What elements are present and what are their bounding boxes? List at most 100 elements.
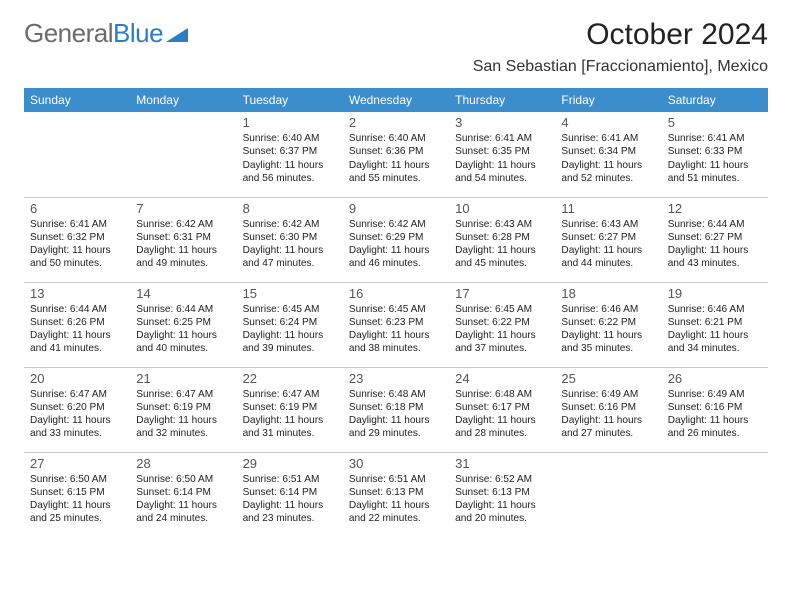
brand-triangle-icon [166,18,188,49]
calendar-cell: 6 Sunrise: 6:41 AMSunset: 6:32 PMDaylight… [24,197,130,282]
calendar-row: 27Sunrise: 6:50 AMSunset: 6:15 PMDayligh… [24,452,768,537]
day-number: 9 [349,201,443,216]
calendar-cell: 23 Sunrise: 6:48 AMSunset: 6:18 PMDayligh… [343,367,449,452]
calendar-cell: 27Sunrise: 6:50 AMSunset: 6:15 PMDayligh… [24,452,130,537]
day-number: 12 [668,201,762,216]
day-number: 31 [455,456,549,471]
day-info: Sunrise: 6:43 AMSunset: 6:28 PMDaylight:… [455,218,549,271]
day-number: 18 [561,286,655,301]
day-info: Sunrise: 6:42 AMSunset: 6:31 PMDaylight:… [136,218,230,271]
day-info: Sunrise: 6:47 AMSunset: 6:19 PMDaylight:… [136,388,230,441]
weekday-header: Thursday [449,88,555,112]
day-info: Sunrise: 6:45 AMSunset: 6:22 PMDaylight:… [455,303,549,356]
calendar-cell: 19 Sunrise: 6:46 AMSunset: 6:21 PMDayligh… [662,282,768,367]
calendar-cell: 15Sunrise: 6:45 AMSunset: 6:24 PMDayligh… [237,282,343,367]
calendar-cell [24,112,130,197]
calendar-cell: 7 Sunrise: 6:42 AMSunset: 6:31 PMDaylight… [130,197,236,282]
day-number: 5 [668,115,762,130]
day-number: 7 [136,201,230,216]
day-number: 10 [455,201,549,216]
day-number: 26 [668,371,762,386]
calendar-row: 20 Sunrise: 6:47 AMSunset: 6:20 PMDayligh… [24,367,768,452]
day-number: 30 [349,456,443,471]
day-number: 19 [668,286,762,301]
calendar-cell: 8 Sunrise: 6:42 AMSunset: 6:30 PMDaylight… [237,197,343,282]
calendar-cell: 14Sunrise: 6:44 AMSunset: 6:25 PMDayligh… [130,282,236,367]
calendar-row: 1 Sunrise: 6:40 AMSunset: 6:37 PMDaylight… [24,112,768,197]
brand-logo: GeneralBlue [24,18,188,49]
day-number: 23 [349,371,443,386]
day-number: 25 [561,371,655,386]
day-info: Sunrise: 6:40 AMSunset: 6:36 PMDaylight:… [349,132,443,185]
calendar-cell: 16Sunrise: 6:45 AMSunset: 6:23 PMDayligh… [343,282,449,367]
title-block: October 2024 San Sebastian [Fraccionamie… [473,18,768,76]
day-number: 13 [30,286,124,301]
weekday-header: Monday [130,88,236,112]
calendar-row: 6 Sunrise: 6:41 AMSunset: 6:32 PMDaylight… [24,197,768,282]
day-number: 24 [455,371,549,386]
day-number: 17 [455,286,549,301]
calendar-cell: 29 Sunrise: 6:51 AMSunset: 6:14 PMDayligh… [237,452,343,537]
day-info: Sunrise: 6:40 AMSunset: 6:37 PMDaylight:… [243,132,337,185]
day-info: Sunrise: 6:41 AMSunset: 6:35 PMDaylight:… [455,132,549,185]
calendar-cell: 2 Sunrise: 6:40 AMSunset: 6:36 PMDaylight… [343,112,449,197]
location-text: San Sebastian [Fraccionamiento], Mexico [473,58,768,76]
day-info: Sunrise: 6:49 AMSunset: 6:16 PMDaylight:… [668,388,762,441]
day-info: Sunrise: 6:45 AMSunset: 6:24 PMDaylight:… [243,303,337,356]
calendar-cell: 28 Sunrise: 6:50 AMSunset: 6:14 PMDayligh… [130,452,236,537]
day-number: 2 [349,115,443,130]
day-number: 22 [243,371,337,386]
day-info: Sunrise: 6:41 AMSunset: 6:34 PMDaylight:… [561,132,655,185]
calendar-table: SundayMondayTuesdayWednesdayThursdayFrid… [24,88,768,537]
weekday-header: Friday [555,88,661,112]
day-info: Sunrise: 6:51 AMSunset: 6:13 PMDaylight:… [349,473,443,526]
day-number: 21 [136,371,230,386]
day-number: 6 [30,201,124,216]
calendar-cell: 10 Sunrise: 6:43 AMSunset: 6:28 PMDayligh… [449,197,555,282]
weekday-header: Wednesday [343,88,449,112]
day-info: Sunrise: 6:42 AMSunset: 6:30 PMDaylight:… [243,218,337,271]
calendar-cell: 5 Sunrise: 6:41 AMSunset: 6:33 PMDaylight… [662,112,768,197]
calendar-body: 1 Sunrise: 6:40 AMSunset: 6:37 PMDaylight… [24,112,768,537]
day-info: Sunrise: 6:50 AMSunset: 6:14 PMDaylight:… [136,473,230,526]
calendar-cell: 4 Sunrise: 6:41 AMSunset: 6:34 PMDaylight… [555,112,661,197]
day-info: Sunrise: 6:48 AMSunset: 6:18 PMDaylight:… [349,388,443,441]
day-info: Sunrise: 6:44 AMSunset: 6:27 PMDaylight:… [668,218,762,271]
header: GeneralBlue October 2024 San Sebastian [… [24,18,768,76]
calendar-cell: 30 Sunrise: 6:51 AMSunset: 6:13 PMDayligh… [343,452,449,537]
day-info: Sunrise: 6:47 AMSunset: 6:20 PMDaylight:… [30,388,124,441]
brand-part1: General [24,18,113,49]
day-info: Sunrise: 6:43 AMSunset: 6:27 PMDaylight:… [561,218,655,271]
calendar-cell: 3 Sunrise: 6:41 AMSunset: 6:35 PMDaylight… [449,112,555,197]
day-number: 20 [30,371,124,386]
calendar-cell: 21 Sunrise: 6:47 AMSunset: 6:19 PMDayligh… [130,367,236,452]
calendar-cell [130,112,236,197]
calendar-cell: 1 Sunrise: 6:40 AMSunset: 6:37 PMDaylight… [237,112,343,197]
day-info: Sunrise: 6:47 AMSunset: 6:19 PMDaylight:… [243,388,337,441]
day-info: Sunrise: 6:46 AMSunset: 6:21 PMDaylight:… [668,303,762,356]
day-info: Sunrise: 6:48 AMSunset: 6:17 PMDaylight:… [455,388,549,441]
calendar-cell: 25 Sunrise: 6:49 AMSunset: 6:16 PMDayligh… [555,367,661,452]
day-number: 27 [30,456,124,471]
calendar-cell: 20 Sunrise: 6:47 AMSunset: 6:20 PMDayligh… [24,367,130,452]
day-number: 29 [243,456,337,471]
day-number: 11 [561,201,655,216]
calendar-cell: 11 Sunrise: 6:43 AMSunset: 6:27 PMDayligh… [555,197,661,282]
day-info: Sunrise: 6:49 AMSunset: 6:16 PMDaylight:… [561,388,655,441]
calendar-cell: 18Sunrise: 6:46 AMSunset: 6:22 PMDayligh… [555,282,661,367]
day-number: 14 [136,286,230,301]
calendar-cell: 22 Sunrise: 6:47 AMSunset: 6:19 PMDayligh… [237,367,343,452]
day-info: Sunrise: 6:41 AMSunset: 6:33 PMDaylight:… [668,132,762,185]
day-number: 28 [136,456,230,471]
calendar-cell: 31 Sunrise: 6:52 AMSunset: 6:13 PMDayligh… [449,452,555,537]
day-info: Sunrise: 6:51 AMSunset: 6:14 PMDaylight:… [243,473,337,526]
weekday-header: Sunday [24,88,130,112]
weekday-header-row: SundayMondayTuesdayWednesdayThursdayFrid… [24,88,768,112]
day-info: Sunrise: 6:41 AMSunset: 6:32 PMDaylight:… [30,218,124,271]
day-number: 1 [243,115,337,130]
day-info: Sunrise: 6:44 AMSunset: 6:26 PMDaylight:… [30,303,124,356]
day-number: 8 [243,201,337,216]
day-number: 4 [561,115,655,130]
day-number: 3 [455,115,549,130]
day-info: Sunrise: 6:52 AMSunset: 6:13 PMDaylight:… [455,473,549,526]
